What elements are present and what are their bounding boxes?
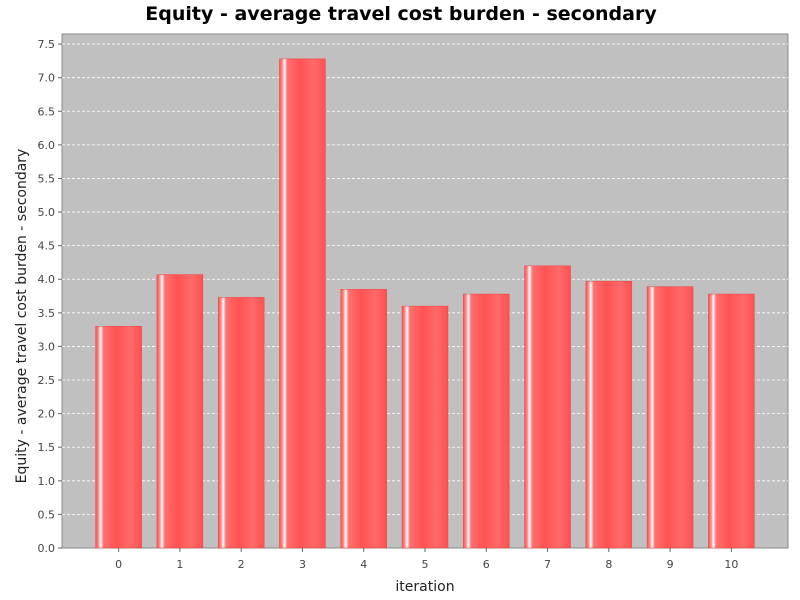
x-tick-label: 9 bbox=[667, 558, 674, 571]
bar bbox=[279, 58, 326, 549]
y-tick-label: 1.5 bbox=[38, 441, 56, 454]
y-tick-label: 3.5 bbox=[38, 307, 56, 320]
bar bbox=[401, 305, 449, 549]
x-tick-label: 8 bbox=[605, 558, 612, 571]
bar bbox=[585, 281, 633, 549]
y-tick-label: 7.5 bbox=[38, 38, 56, 51]
bar bbox=[156, 274, 204, 549]
bar bbox=[646, 286, 694, 549]
bar bbox=[463, 293, 510, 549]
x-tick-label: 1 bbox=[176, 558, 183, 571]
y-tick-label: 0.0 bbox=[38, 542, 56, 555]
y-axis-label: Equity - average travel cost burden - se… bbox=[14, 149, 30, 484]
y-tick-label: 0.5 bbox=[38, 508, 56, 521]
y-tick-label: 2.5 bbox=[38, 374, 56, 387]
x-tick-label: 4 bbox=[360, 558, 367, 571]
y-tick-label: 5.0 bbox=[38, 206, 56, 219]
x-tick-label: 5 bbox=[422, 558, 429, 571]
bar bbox=[340, 289, 387, 549]
x-axis-label: iteration bbox=[395, 579, 454, 595]
bar bbox=[217, 297, 265, 549]
bar bbox=[524, 265, 571, 549]
x-tick-label: 10 bbox=[724, 558, 738, 571]
y-tick-label: 5.5 bbox=[38, 172, 56, 185]
x-tick-label: 3 bbox=[299, 558, 306, 571]
x-tick-label: 0 bbox=[115, 558, 122, 571]
y-tick-label: 7.0 bbox=[38, 72, 56, 85]
bars bbox=[95, 58, 755, 549]
x-tick-label: 2 bbox=[238, 558, 245, 571]
chart-title: Equity - average travel cost burden - se… bbox=[145, 3, 657, 25]
x-axis: 0 1 2 3 4 5 6 7 8 9 10 bbox=[115, 548, 738, 571]
y-tick-label: 6.0 bbox=[38, 139, 56, 152]
x-tick-label: 7 bbox=[544, 558, 551, 571]
y-tick-label: 1.0 bbox=[38, 475, 56, 488]
bar bbox=[95, 326, 142, 549]
y-tick-label: 2.0 bbox=[38, 408, 56, 421]
bar bbox=[708, 293, 755, 549]
x-tick-label: 6 bbox=[483, 558, 490, 571]
y-tick-label: 6.5 bbox=[38, 105, 56, 118]
y-axis: 0.0 0.5 1.0 1.5 2.0 2.5 3.0 3.5 4.0 4.5 5.0 5.5 6.0 6… bbox=[38, 38, 62, 555]
y-tick-label: 4.0 bbox=[38, 273, 56, 286]
y-tick-label: 4.5 bbox=[38, 240, 56, 253]
y-tick-label: 3.0 bbox=[38, 340, 56, 353]
